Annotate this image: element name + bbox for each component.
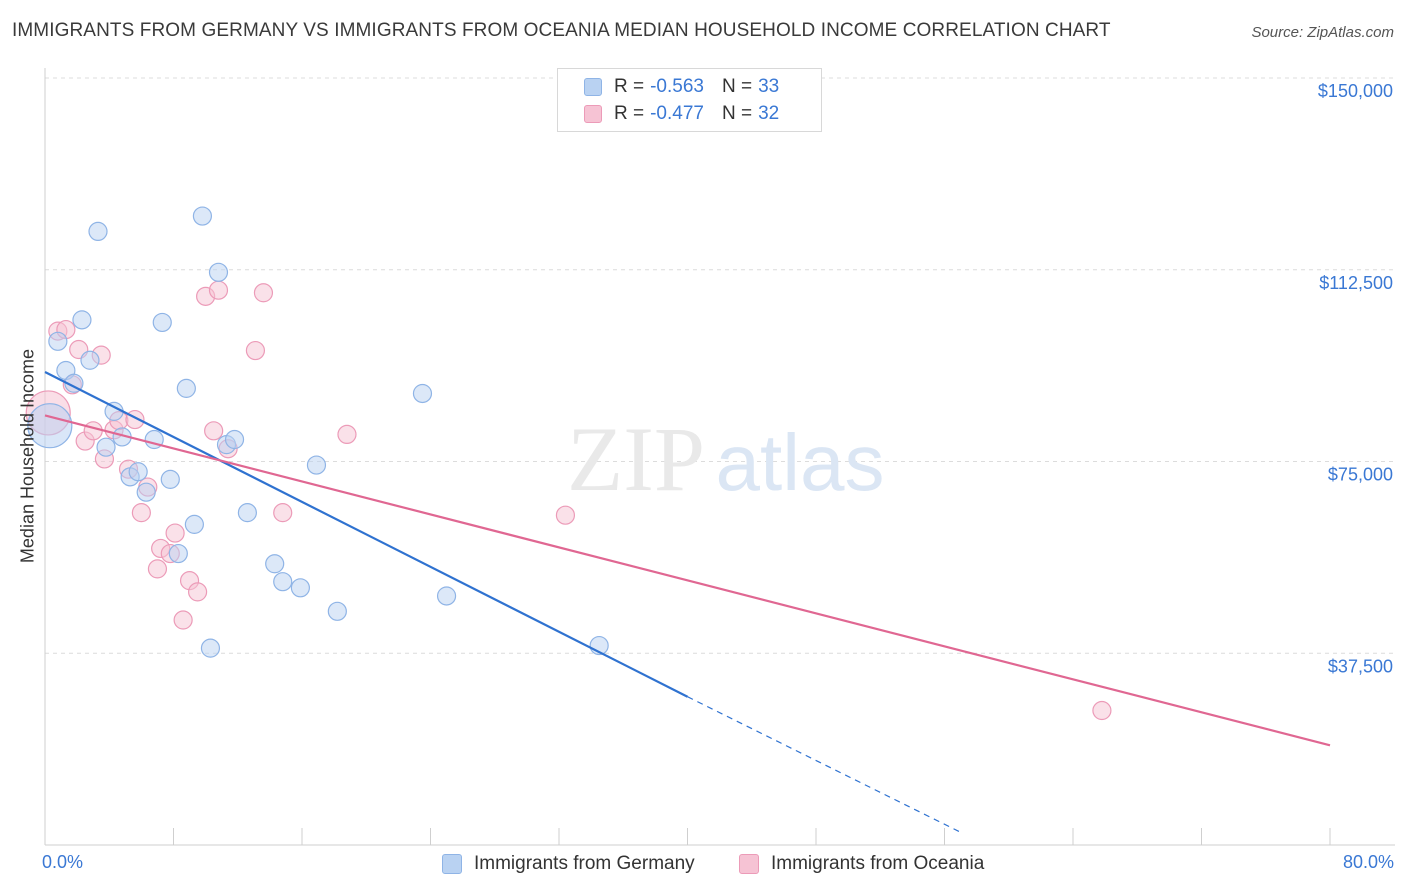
y-tick-label-3: $150,000 xyxy=(1318,81,1393,101)
bottom-legend-swatch-oceania xyxy=(739,854,759,874)
germany-point-12 xyxy=(136,482,156,502)
germany-point-16 xyxy=(168,543,188,564)
germany-point-25 xyxy=(265,554,285,574)
oceania-point-23 xyxy=(204,421,224,441)
legend-row-oceania: R = -0.477 N = 32 xyxy=(584,102,779,126)
oceania-point-6 xyxy=(83,421,103,441)
germany-point-7 xyxy=(96,437,116,457)
legend-r-label: R = xyxy=(614,103,645,124)
watermark: ZIP atlas xyxy=(567,408,884,510)
bottom-legend-label-oceania: Immigrants from Oceania xyxy=(771,853,985,874)
oceania-point-18 xyxy=(165,523,185,543)
germany-point-21 xyxy=(208,262,229,282)
germany-point-27 xyxy=(290,578,310,598)
germany-point-0 xyxy=(27,403,73,449)
legend-row-germany: R = -0.563 N = 33 xyxy=(584,75,779,99)
y-tick-label-0: $37,500 xyxy=(1328,656,1393,676)
germany-point-20 xyxy=(200,638,221,658)
germany-point-26 xyxy=(273,572,293,592)
legend-r-value: -0.477 xyxy=(650,103,704,124)
y-tick-label-2: $112,500 xyxy=(1319,273,1393,293)
chart-source: Source: ZipAtlas.com xyxy=(1251,24,1394,41)
oceania-point-13 xyxy=(131,503,151,523)
germany-point-5 xyxy=(80,350,100,370)
germany-point-4 xyxy=(72,310,92,330)
legend-n-label: N = xyxy=(721,76,753,97)
axes xyxy=(44,68,1395,846)
gridlines xyxy=(45,77,1395,654)
legend-r-value: -0.563 xyxy=(650,76,704,97)
germany-point-24 xyxy=(237,503,257,523)
germany-point-15 xyxy=(160,469,180,489)
chart-title: IMMIGRANTS FROM GERMANY VS IMMIGRANTS FR… xyxy=(12,20,1111,41)
x-tick-label-max: 80.0% xyxy=(1342,852,1394,872)
legend-r-label: R = xyxy=(614,76,645,97)
oceania-point-19 xyxy=(173,610,193,630)
germany-point-11 xyxy=(128,462,148,482)
oceania-point-31 xyxy=(1092,700,1112,721)
trend-lines xyxy=(44,371,1331,833)
germany-trend-line xyxy=(44,371,688,698)
oceania-trend-line xyxy=(44,414,1331,747)
oceania-point-24 xyxy=(208,280,229,300)
watermark-zip: ZIP xyxy=(567,408,705,510)
series-germany-points xyxy=(27,206,609,658)
legend-swatch-oceania xyxy=(584,105,602,123)
watermark-atlas: atlas xyxy=(716,418,885,507)
germany-point-18 xyxy=(184,514,204,534)
y-tick-labels: $37,500 $75,000 $112,500 $150,000 xyxy=(1318,81,1393,676)
bottom-legend-oceania: Immigrants from Oceania xyxy=(739,852,984,876)
x-tick-label-min: 0.0% xyxy=(42,852,84,872)
legend-swatch-germany xyxy=(584,78,602,96)
germany-point-6 xyxy=(88,221,108,241)
germany-point-1 xyxy=(48,331,68,351)
germany-point-17 xyxy=(176,378,196,398)
oceania-point-27 xyxy=(253,283,274,303)
legend-n-label: N = xyxy=(721,103,753,124)
germany-trend-extension xyxy=(687,696,961,833)
germany-point-31 xyxy=(436,586,457,606)
germany-point-30 xyxy=(412,383,433,404)
legend: R = -0.563 N = 33 R = -0.477 N = 32 xyxy=(557,68,822,132)
bottom-legend-swatch-germany xyxy=(442,854,462,874)
bottom-legend-label-germany: Immigrants from Germany xyxy=(474,853,695,874)
oceania-point-30 xyxy=(555,505,576,525)
bottom-legend-germany: Immigrants from Germany xyxy=(442,852,695,876)
germany-point-19 xyxy=(192,206,213,226)
oceania-point-15 xyxy=(147,559,168,579)
oceania-point-28 xyxy=(273,503,293,523)
y-axis-label: Median Household Income xyxy=(17,348,38,564)
germany-point-23 xyxy=(224,429,245,450)
oceania-point-21 xyxy=(187,582,208,602)
legend-n-value: 33 xyxy=(758,76,780,97)
germany-point-8 xyxy=(104,401,124,421)
legend-n-value: 32 xyxy=(758,103,780,124)
oceania-point-29 xyxy=(337,424,357,444)
oceania-point-26 xyxy=(245,340,266,361)
germany-point-28 xyxy=(306,455,327,475)
y-tick-label-1: $75,000 xyxy=(1328,465,1393,485)
germany-point-14 xyxy=(152,312,172,333)
germany-point-29 xyxy=(327,601,347,621)
